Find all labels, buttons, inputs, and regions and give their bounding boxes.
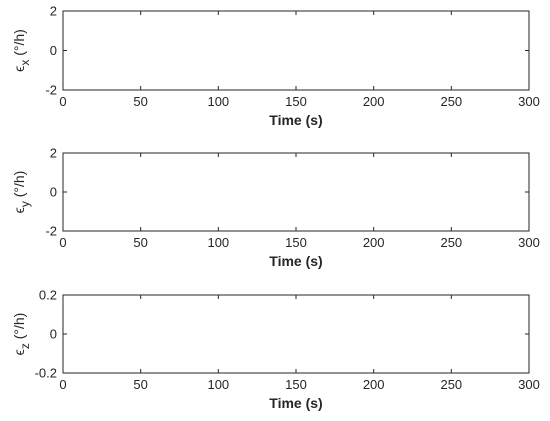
y-tick-label: 2 xyxy=(50,146,57,161)
y-axis-symbol: ϵ xyxy=(11,349,27,355)
y-axis-subscript: x xyxy=(18,60,32,66)
x-tick-label: 0 xyxy=(59,94,66,109)
y-axis-unit: (°/h) xyxy=(11,29,27,60)
y-axis-unit: (°/h) xyxy=(11,171,27,202)
y-axis-subscript: z xyxy=(18,343,32,349)
y-tick-label: 0 xyxy=(50,43,57,58)
axes-box xyxy=(62,294,530,374)
y-tick-label: 0 xyxy=(50,327,57,342)
axes-box xyxy=(62,10,530,91)
x-tick-label: 300 xyxy=(518,94,540,109)
x-tick-label: 150 xyxy=(285,377,307,392)
y-axis-label: ϵz (°/h) xyxy=(11,313,32,356)
x-tick-label: 50 xyxy=(133,377,147,392)
x-axis-label: Time (s) xyxy=(269,253,322,269)
x-tick-label: 100 xyxy=(207,235,229,250)
y-axis-symbol: ϵ xyxy=(11,66,27,72)
y-axis-label: ϵy (°/h) xyxy=(11,171,32,214)
y-tick-label: 2 xyxy=(50,4,57,19)
x-tick-label: 0 xyxy=(59,235,66,250)
x-tick-label: 50 xyxy=(133,235,147,250)
x-tick-label: 50 xyxy=(133,94,147,109)
x-tick-label: 100 xyxy=(207,94,229,109)
x-tick-label: 200 xyxy=(363,235,385,250)
x-tick-label: 300 xyxy=(518,377,540,392)
y-tick-label: -2 xyxy=(45,83,57,98)
x-axis-label: Time (s) xyxy=(269,112,322,128)
y-tick-label: 0.2 xyxy=(39,288,57,303)
y-axis-label: ϵx (°/h) xyxy=(11,29,32,72)
x-tick-label: 250 xyxy=(440,94,462,109)
x-tick-label: 200 xyxy=(363,94,385,109)
x-tick-label: 200 xyxy=(363,377,385,392)
axes-box xyxy=(62,152,530,232)
x-tick-label: 0 xyxy=(59,377,66,392)
y-axis-subscript: y xyxy=(18,201,32,207)
x-tick-label: 250 xyxy=(440,235,462,250)
x-tick-label: 100 xyxy=(207,377,229,392)
y-tick-label: 0 xyxy=(50,185,57,200)
y-axis-symbol: ϵ xyxy=(11,207,27,213)
x-tick-label: 300 xyxy=(518,235,540,250)
y-axis-unit: (°/h) xyxy=(11,313,27,344)
x-axis-label: Time (s) xyxy=(269,395,322,411)
x-tick-label: 250 xyxy=(440,377,462,392)
y-tick-label: -0.2 xyxy=(35,366,57,381)
y-tick-label: -2 xyxy=(45,224,57,239)
x-tick-label: 150 xyxy=(285,235,307,250)
x-tick-label: 150 xyxy=(285,94,307,109)
